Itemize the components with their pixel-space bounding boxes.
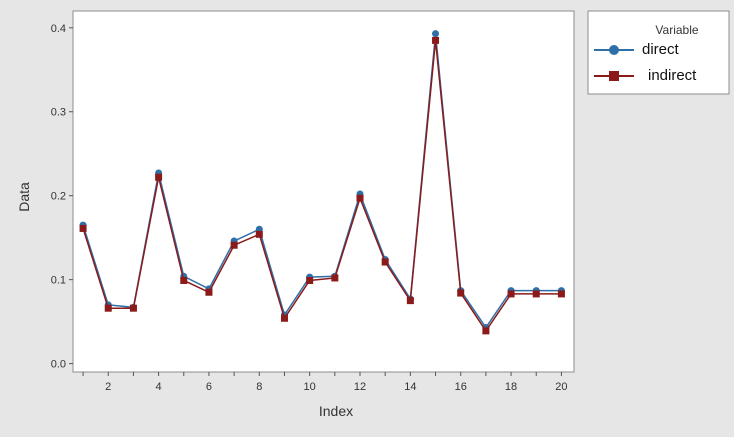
y-tick-label: 0.2 xyxy=(51,191,66,203)
indirect-line xyxy=(82,40,562,333)
x-tick-label: 8 xyxy=(256,381,262,393)
indirect-point xyxy=(457,289,465,297)
legend: Variable direct indirect xyxy=(587,10,730,95)
indirect-point xyxy=(205,288,213,296)
indirect-point xyxy=(230,241,238,249)
y-axis-label: Data xyxy=(16,182,32,212)
indirect-point xyxy=(507,290,515,298)
y-tick-label: 0.3 xyxy=(51,107,66,119)
indirect-point xyxy=(482,327,490,335)
indirect-point xyxy=(557,290,565,298)
indirect-point xyxy=(255,230,263,238)
legend-direct-marker xyxy=(609,45,619,55)
x-tick-label: 14 xyxy=(404,381,416,393)
series-layer xyxy=(79,30,565,335)
indirect-point xyxy=(356,194,364,202)
x-tick-label: 16 xyxy=(455,381,467,393)
plot-area xyxy=(72,10,575,373)
x-tick-label: 18 xyxy=(505,381,517,393)
indirect-point xyxy=(406,297,414,305)
indirect-point xyxy=(432,36,440,44)
legend-indirect-marker xyxy=(609,71,619,81)
legend-indirect-label: indirect xyxy=(648,67,697,84)
indirect-point xyxy=(306,276,314,284)
y-tick-label: 0.4 xyxy=(51,23,66,35)
x-axis: 2 4 6 8 10 12 14 16 18 20 xyxy=(82,372,568,393)
legend-direct-label: direct xyxy=(642,41,680,58)
x-tick-label: 6 xyxy=(206,381,212,393)
series-indirect xyxy=(79,36,565,335)
indirect-point xyxy=(104,304,112,312)
y-tick-label: 0.1 xyxy=(51,275,66,287)
y-axis: 0.0 0.1 0.2 0.3 0.4 xyxy=(51,23,73,371)
x-tick-label: 12 xyxy=(354,381,366,393)
x-tick-label: 2 xyxy=(105,381,111,393)
x-tick-label: 10 xyxy=(304,381,316,393)
x-tick-label: 20 xyxy=(555,381,567,393)
indirect-point xyxy=(155,173,163,181)
indirect-point xyxy=(280,314,288,322)
indirect-point xyxy=(532,290,540,298)
x-tick-label: 4 xyxy=(156,381,162,393)
indirect-point xyxy=(381,258,389,266)
indirect-point xyxy=(180,276,188,284)
legend-title: Variable xyxy=(655,23,698,37)
direct-line xyxy=(82,33,562,329)
indirect-point xyxy=(129,304,137,312)
y-tick-label: 0.0 xyxy=(51,359,66,371)
indirect-point xyxy=(331,274,339,282)
x-axis-label: Index xyxy=(319,403,353,419)
indirect-point xyxy=(79,224,87,232)
direct-point xyxy=(432,30,440,38)
